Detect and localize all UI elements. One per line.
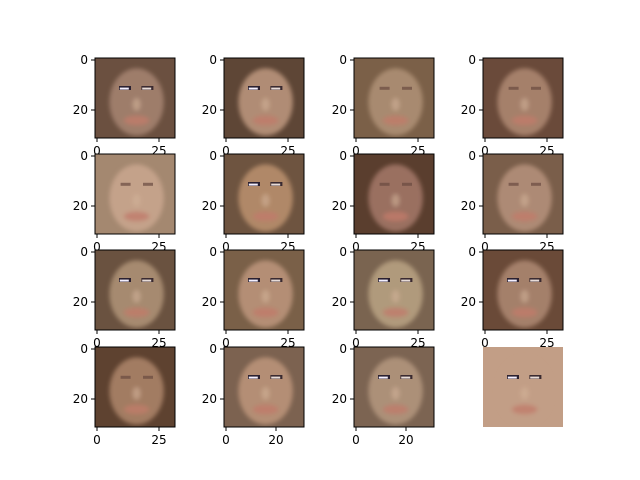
x-tick-label: 0 xyxy=(352,240,360,254)
face-thumbnail-image xyxy=(354,58,434,138)
y-tick-label: 0 xyxy=(339,149,347,163)
axes-frame xyxy=(353,57,435,139)
face-thumbnail-image xyxy=(354,250,434,330)
y-tick-label: 20 xyxy=(73,199,88,213)
x-tick-label: 0 xyxy=(481,240,489,254)
y-tick-label: 0 xyxy=(209,149,217,163)
thumbnail-panel-13: 0 20 0 25 xyxy=(73,342,176,447)
face-thumbnail-image xyxy=(95,154,175,234)
axes-frame xyxy=(223,249,305,331)
x-tick-label: 0 xyxy=(481,336,489,350)
axes-frame xyxy=(482,249,564,331)
y-tick-label: 0 xyxy=(80,245,88,259)
x-tick-label: 0 xyxy=(352,144,360,158)
x-tick-label: 0 xyxy=(222,144,230,158)
y-tick-label: 0 xyxy=(468,149,476,163)
axes-frame xyxy=(353,153,435,235)
axes-frame xyxy=(482,153,564,235)
y-tick-label: 20 xyxy=(332,295,347,309)
axes-frame xyxy=(94,153,176,235)
y-tick-label: 0 xyxy=(209,342,217,356)
y-tick-label: 0 xyxy=(468,53,476,67)
face-thumbnail-image xyxy=(483,58,563,138)
y-tick-label: 20 xyxy=(202,199,217,213)
x-tick-label: 0 xyxy=(222,240,230,254)
face-thumbnail-image xyxy=(95,250,175,330)
y-tick-label: 0 xyxy=(339,245,347,259)
face-thumbnail-image xyxy=(354,347,434,427)
face-thumbnail-image xyxy=(224,154,304,234)
face-thumbnail-image xyxy=(483,154,563,234)
axes-frame xyxy=(94,346,176,428)
face-thumbnail-image xyxy=(354,154,434,234)
y-tick-label: 0 xyxy=(209,53,217,67)
y-tick-label: 20 xyxy=(332,392,347,406)
x-tick-label: 0 xyxy=(93,433,101,447)
thumbnail-panel-15: 0 20 0 20 xyxy=(332,342,435,447)
thumbnail-panel-12: 0 20 0 25 xyxy=(461,245,564,350)
y-tick-label: 20 xyxy=(461,295,476,309)
x-tick-label: 0 xyxy=(93,240,101,254)
x-tick-label: 25 xyxy=(539,336,554,350)
x-tick-label: 25 xyxy=(151,433,166,447)
y-tick-label: 20 xyxy=(461,199,476,213)
thumbnail-panel-14: 0 20 0 20 xyxy=(202,342,305,447)
axes-frame xyxy=(223,153,305,235)
face-thumbnail-image xyxy=(224,250,304,330)
axes-frame xyxy=(94,57,176,139)
face-thumbnail-image xyxy=(224,347,304,427)
y-tick-label: 0 xyxy=(80,53,88,67)
x-tick-label: 0 xyxy=(93,336,101,350)
face-thumbnail-image xyxy=(483,347,563,427)
y-tick-label: 20 xyxy=(73,295,88,309)
x-tick-label: 0 xyxy=(481,144,489,158)
y-tick-label: 20 xyxy=(332,199,347,213)
axes-frame xyxy=(223,346,305,428)
y-tick-label: 20 xyxy=(202,103,217,117)
x-tick-label: 0 xyxy=(93,144,101,158)
y-tick-label: 0 xyxy=(209,245,217,259)
axes-frame xyxy=(94,249,176,331)
y-tick-label: 20 xyxy=(73,392,88,406)
y-tick-label: 20 xyxy=(202,295,217,309)
y-tick-label: 0 xyxy=(80,149,88,163)
face-thumbnail-image xyxy=(483,250,563,330)
y-tick-label: 0 xyxy=(339,342,347,356)
axes-frame xyxy=(353,346,435,428)
axes-frame xyxy=(353,249,435,331)
x-tick-label: 0 xyxy=(352,433,360,447)
y-tick-label: 0 xyxy=(339,53,347,67)
face-thumbnail-image xyxy=(95,347,175,427)
y-tick-label: 20 xyxy=(73,103,88,117)
y-tick-label: 0 xyxy=(468,245,476,259)
x-tick-label: 0 xyxy=(222,433,230,447)
x-tick-label: 20 xyxy=(398,433,413,447)
y-tick-label: 20 xyxy=(461,103,476,117)
axes-frame xyxy=(223,57,305,139)
axes-frame xyxy=(482,57,564,139)
y-tick-label: 20 xyxy=(202,392,217,406)
face-thumbnail-image xyxy=(95,58,175,138)
x-tick-label: 20 xyxy=(268,433,283,447)
x-tick-label: 0 xyxy=(222,336,230,350)
x-tick-label: 0 xyxy=(352,336,360,350)
face-thumbnail-image xyxy=(224,58,304,138)
y-tick-label: 0 xyxy=(80,342,88,356)
y-tick-label: 20 xyxy=(332,103,347,117)
thumbnail-panel-16 xyxy=(483,347,563,427)
